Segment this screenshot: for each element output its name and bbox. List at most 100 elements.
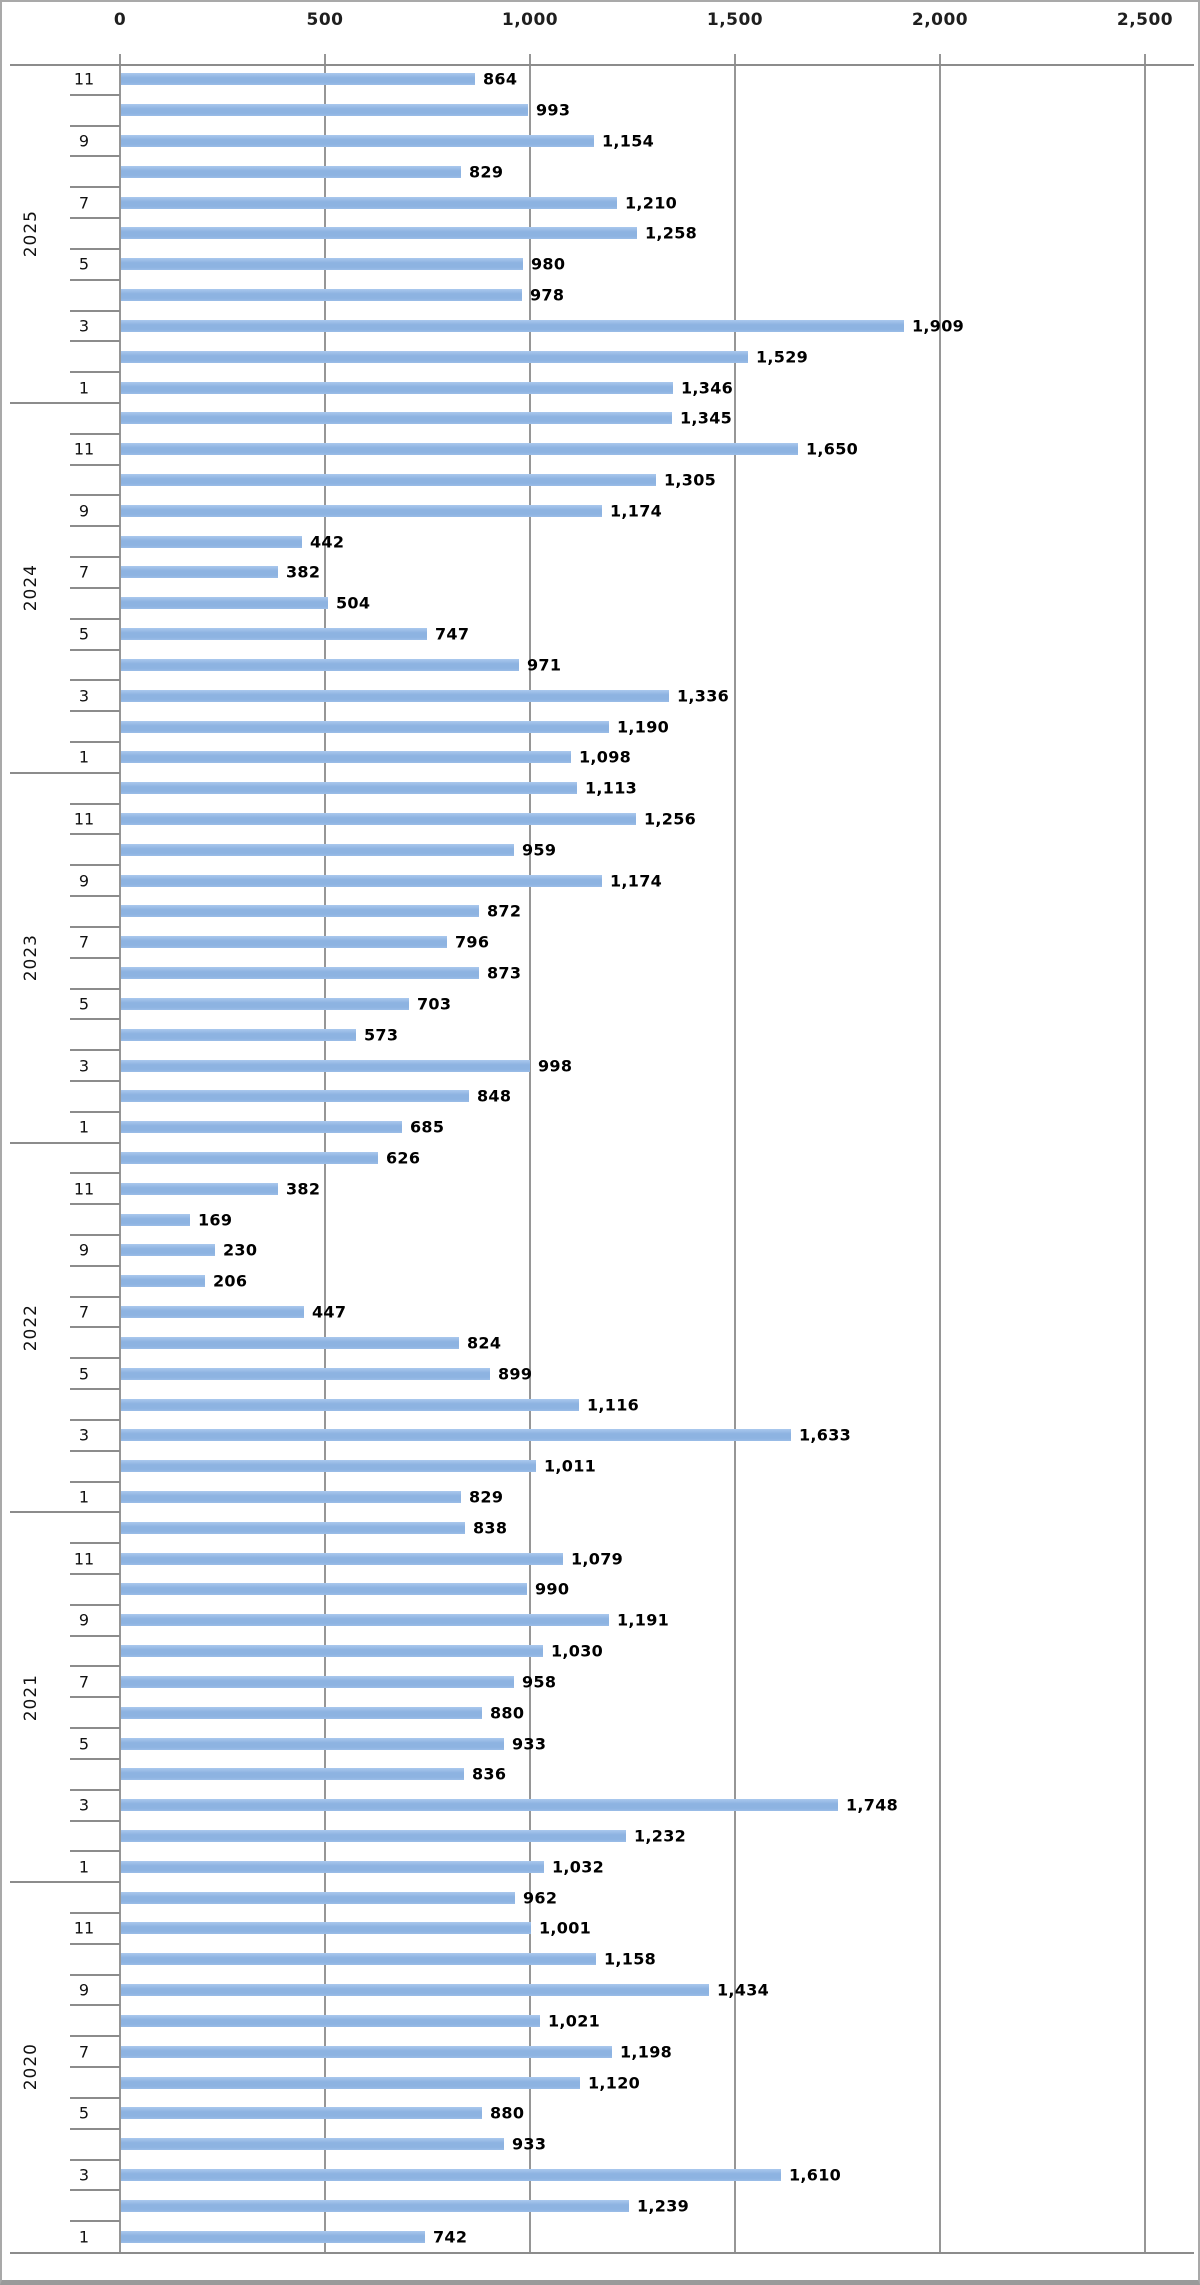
bar-value-label: 872: [487, 901, 522, 921]
bar-value-label: 382: [286, 1179, 321, 1199]
bar: [121, 1922, 531, 1934]
year-axis-label-text: 2022: [21, 1303, 41, 1352]
bar: [121, 782, 577, 794]
month-axis-label: 3: [78, 1056, 90, 1076]
month-axis-label: 1: [78, 1117, 90, 1137]
bar: [121, 227, 637, 239]
month-tick-line: [70, 1111, 120, 1113]
bar-value-label: 382: [286, 562, 321, 582]
bar-value-label: 1,258: [645, 223, 698, 243]
bar: [121, 721, 609, 733]
bar: [121, 690, 669, 702]
bar-value-label: 626: [386, 1148, 421, 1168]
bar: [121, 258, 523, 270]
bar: [121, 2015, 540, 2027]
bar-value-label: 958: [522, 1672, 557, 1692]
month-tick-line: [70, 679, 120, 681]
year-axis-label-text: 2025: [21, 209, 41, 258]
month-tick-line: [70, 2066, 120, 2068]
bar-value-label: 998: [538, 1056, 573, 1076]
bar-value-label: 848: [477, 1086, 512, 1106]
bar: [121, 536, 302, 548]
month-axis-label: 7: [78, 932, 90, 952]
year-separator-line: [10, 1142, 120, 1144]
bar-value-label: 829: [469, 162, 504, 182]
month-tick-line: [70, 1758, 120, 1760]
month-tick-line: [70, 433, 120, 435]
bar-value-label: 824: [467, 1333, 502, 1353]
month-axis-label: 3: [78, 316, 90, 336]
bar-value-label: 1,198: [620, 2042, 673, 2062]
plot-bottom-line: [10, 2252, 1194, 2254]
month-axis-label: 7: [78, 193, 90, 213]
bar-value-label: 993: [536, 100, 571, 120]
month-tick-line: [70, 556, 120, 558]
bar: [121, 2231, 425, 2243]
bar-value-label: 990: [535, 1579, 570, 1599]
bar-value-label: 1,158: [604, 1949, 657, 1969]
gridline: [529, 54, 531, 2252]
month-tick-line: [70, 1234, 120, 1236]
bar-value-label: 959: [522, 840, 557, 860]
bar-value-label: 1,191: [617, 1610, 670, 1630]
bar: [121, 1029, 356, 1041]
year-axis-label: 2020: [14, 1882, 48, 2252]
month-tick-line: [70, 94, 120, 96]
bar: [121, 566, 278, 578]
month-tick-line: [70, 1542, 120, 1544]
month-tick-line: [70, 2189, 120, 2191]
month-tick-line: [70, 371, 120, 373]
bar-value-label: 980: [531, 254, 566, 274]
month-axis-label: 3: [78, 686, 90, 706]
bar-value-label: 1,030: [551, 1641, 604, 1661]
month-axis-label: 11: [73, 439, 95, 459]
month-tick-line: [70, 2159, 120, 2161]
month-axis-label: 7: [78, 2042, 90, 2062]
bar-value-label: 1,210: [625, 193, 678, 213]
month-tick-line: [70, 988, 120, 990]
bar-value-label: 873: [487, 963, 522, 983]
bar: [121, 905, 479, 917]
bar-value-label: 864: [483, 69, 518, 89]
bar: [121, 474, 656, 486]
month-tick-line: [70, 618, 120, 620]
month-axis-label: 9: [78, 871, 90, 891]
month-tick-line: [70, 1357, 120, 1359]
bar-value-label: 1,032: [552, 1857, 605, 1877]
month-tick-line: [70, 525, 120, 527]
year-axis-label: 2024: [14, 403, 48, 773]
bar: [121, 1460, 536, 1472]
month-tick-line: [70, 1450, 120, 1452]
bar: [121, 1614, 609, 1626]
month-tick-line: [70, 2128, 120, 2130]
month-axis-label: 7: [78, 1302, 90, 1322]
bar: [121, 1060, 530, 1072]
month-axis-label: 1: [78, 378, 90, 398]
month-tick-line: [70, 1727, 120, 1729]
month-tick-line: [70, 464, 120, 466]
month-axis-label: 1: [78, 2227, 90, 2247]
month-axis-label: 9: [78, 501, 90, 521]
month-tick-line: [70, 926, 120, 928]
year-separator-line: [10, 1881, 120, 1883]
month-tick-line: [70, 2035, 120, 2037]
bar: [121, 936, 447, 948]
bar-value-label: 1,154: [602, 131, 655, 151]
bar-value-label: 880: [490, 1703, 525, 1723]
month-tick-line: [70, 1974, 120, 1976]
year-axis-label-text: 2023: [21, 934, 41, 982]
month-axis-label: 9: [78, 1980, 90, 2000]
bar: [121, 1121, 402, 1133]
month-axis-label: 1: [78, 747, 90, 767]
bar-value-label: 1,021: [548, 2011, 601, 2031]
month-tick-line: [70, 1419, 120, 1421]
month-tick-line: [70, 895, 120, 897]
month-tick-line: [70, 310, 120, 312]
bar: [121, 2077, 580, 2089]
bar-value-label: 1,633: [799, 1425, 852, 1445]
bar-value-label: 978: [530, 285, 565, 305]
bar: [121, 197, 617, 209]
bar: [121, 1738, 504, 1750]
bar-value-label: 1,256: [644, 809, 697, 829]
